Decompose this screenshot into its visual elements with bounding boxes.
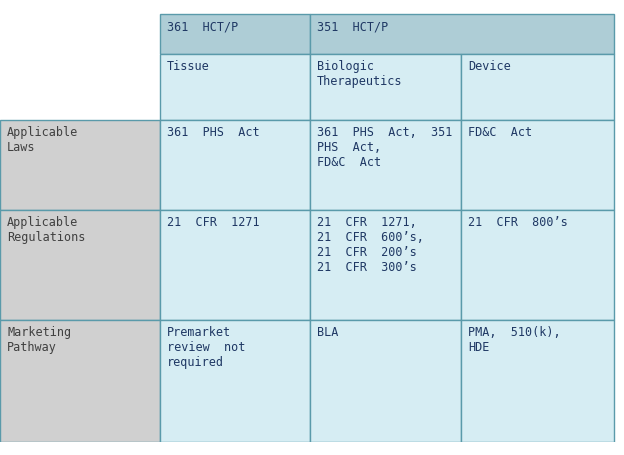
Bar [0, 14, 160, 54]
Bar [461, 320, 614, 442]
Bar [160, 120, 310, 210]
Text: 351  HCT/P: 351 HCT/P [317, 20, 388, 33]
Text: 21  CFR  1271: 21 CFR 1271 [167, 216, 260, 229]
Bar [0, 210, 160, 320]
Text: FD&C  Act: FD&C Act [468, 126, 532, 139]
Text: Device: Device [468, 60, 511, 73]
Text: 361  HCT/P: 361 HCT/P [167, 20, 238, 33]
Bar [461, 210, 614, 320]
Bar [310, 54, 461, 120]
Bar [0, 54, 160, 120]
Bar [0, 120, 160, 210]
Bar [310, 210, 461, 320]
Bar [0, 320, 160, 442]
Bar [310, 320, 461, 442]
Text: Tissue: Tissue [167, 60, 210, 73]
Text: PMA,  510(k),
HDE: PMA, 510(k), HDE [468, 326, 560, 354]
Bar [461, 54, 614, 120]
Bar [160, 54, 310, 120]
Bar [310, 120, 461, 210]
Bar [310, 14, 614, 54]
Text: 21  CFR  800’s: 21 CFR 800’s [468, 216, 568, 229]
Text: Biologic
Therapeutics: Biologic Therapeutics [317, 60, 402, 88]
Text: Premarket
review  not
required: Premarket review not required [167, 326, 245, 369]
Bar [160, 320, 310, 442]
Text: Marketing
Pathway: Marketing Pathway [7, 326, 71, 354]
Bar [461, 120, 614, 210]
Text: 361  PHS  Act,  351
PHS  Act,
FD&C  Act: 361 PHS Act, 351 PHS Act, FD&C Act [317, 126, 452, 169]
Bar [160, 14, 310, 54]
Bar [160, 210, 310, 320]
Bar [0, 442, 624, 455]
Text: Applicable
Regulations: Applicable Regulations [7, 216, 85, 244]
Text: BLA: BLA [317, 326, 338, 339]
Text: 21  CFR  1271,
21  CFR  600’s,
21  CFR  200’s
21  CFR  300’s: 21 CFR 1271, 21 CFR 600’s, 21 CFR 200’s … [317, 216, 424, 274]
Text: 361  PHS  Act: 361 PHS Act [167, 126, 260, 139]
Text: Applicable
Laws: Applicable Laws [7, 126, 78, 154]
